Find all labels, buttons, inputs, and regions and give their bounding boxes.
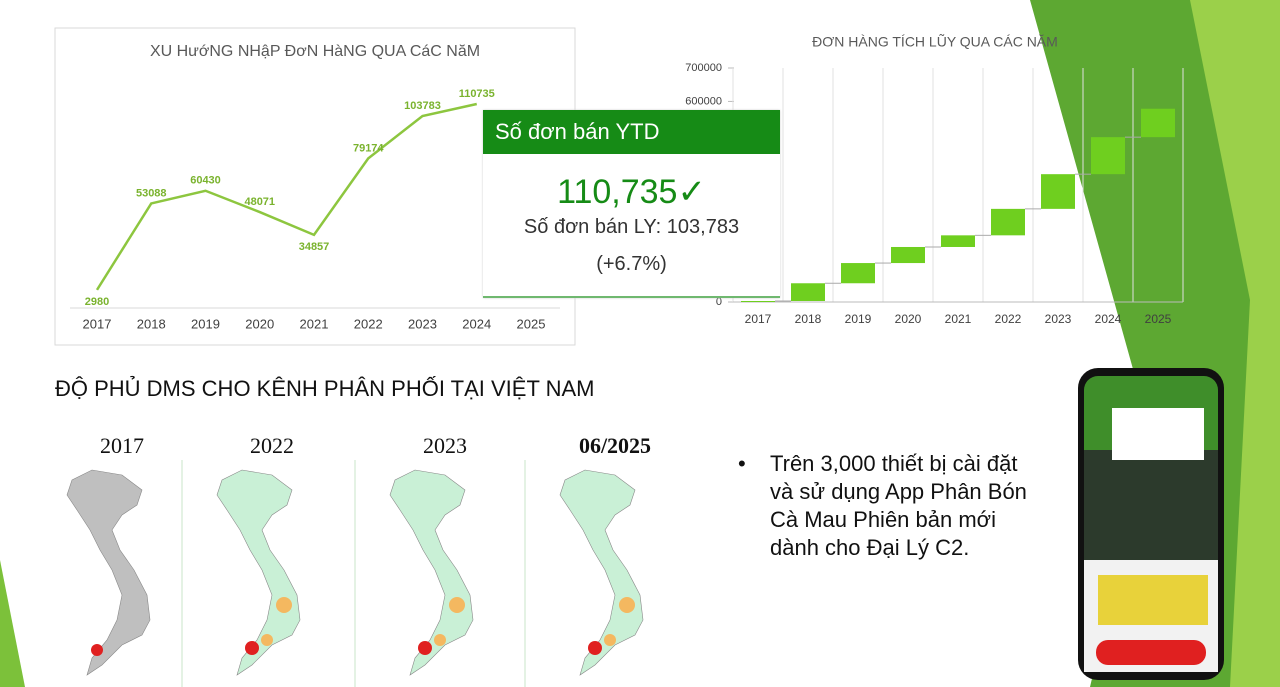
kpi-change: (+6.7%) — [596, 253, 667, 275]
bar — [891, 246, 925, 264]
data-label: 110735 — [459, 88, 495, 100]
kpi-ly: Số đơn bán LY: 103,783 — [523, 216, 740, 238]
x-tick-label: 2023 — [408, 316, 437, 331]
data-label: 2980 — [85, 296, 109, 308]
map — [389, 469, 474, 676]
map-region — [418, 641, 432, 655]
map-region — [261, 634, 273, 646]
x-tick-label: 2025 — [517, 316, 546, 331]
data-label: 103783 — [404, 100, 441, 112]
x-tick-label: 2024 — [462, 316, 491, 331]
x-tick-label: 2024 — [1095, 312, 1122, 326]
bar — [741, 301, 775, 302]
map-region — [604, 634, 616, 646]
chart-title: XU HướNG NHậP ĐơN HàNG QUA CáC NăM — [150, 43, 480, 60]
map-label: 06/2025 — [579, 433, 651, 458]
x-tick-label: 2018 — [795, 312, 822, 326]
map-region — [449, 597, 465, 613]
x-tick-label: 2021 — [300, 316, 329, 331]
section-title: ĐỘ PHỦ DMS CHO KÊNH PHÂN PHỐI TẠI VIỆT N… — [55, 376, 595, 401]
map-label: 2023 — [423, 433, 467, 458]
bar — [1041, 174, 1075, 209]
x-tick-label: 2018 — [137, 316, 166, 331]
map-region — [434, 634, 446, 646]
phone-nav — [1096, 640, 1206, 665]
data-label: 60430 — [190, 175, 221, 187]
map — [66, 469, 151, 676]
x-tick-label: 2022 — [354, 316, 383, 331]
bar — [991, 208, 1025, 236]
y-tick-label: 0 — [716, 296, 722, 308]
x-tick-label: 2017 — [745, 312, 772, 326]
line — [95, 102, 478, 291]
map-shape — [216, 469, 301, 676]
bar — [1141, 108, 1175, 138]
phone-menu — [1084, 450, 1218, 560]
decor — [1190, 0, 1280, 687]
x-tick-label: 2023 — [1045, 312, 1072, 326]
bar — [941, 235, 975, 247]
bullet-dot: • — [738, 451, 746, 476]
map-region — [588, 641, 602, 655]
map-region — [619, 597, 635, 613]
bar — [791, 283, 825, 302]
bullet-text: Trên 3,000 thiết bị cài đặt và sử dụng A… — [770, 451, 1027, 560]
map-shape — [66, 469, 151, 676]
data-label: 34857 — [299, 241, 330, 253]
map-region — [245, 641, 259, 655]
x-tick-label: 2022 — [995, 312, 1022, 326]
x-tick-label: 2020 — [895, 312, 922, 326]
data-label: 48071 — [244, 196, 275, 208]
map-shape — [559, 469, 644, 676]
map-shape — [389, 469, 474, 676]
x-tick-label: 2019 — [191, 316, 220, 331]
map — [559, 469, 644, 676]
y-tick-label: 700000 — [685, 62, 722, 74]
x-tick-label: 2020 — [245, 316, 274, 331]
x-tick-label: 2021 — [945, 312, 972, 326]
kpi-header: Số đơn bán YTD — [483, 110, 780, 154]
kpi-value: 110,735✓ — [557, 173, 706, 211]
chart-title: ĐƠN HÀNG TÍCH LŨY QUA CÁC NĂM — [812, 34, 1058, 50]
bullet: • Trên 3,000 thiết bị cài đặt và sử dụng … — [738, 450, 1038, 562]
y-tick-label: 600000 — [685, 95, 722, 107]
x-tick-label: 2019 — [845, 312, 872, 326]
kpi-card: Số đơn bán YTD 110,735✓ Số đơn bán LY: 1… — [483, 110, 780, 298]
map-label: 2022 — [250, 433, 294, 458]
map-label: 2017 — [100, 433, 144, 458]
bar — [1091, 137, 1125, 175]
data-label: 53088 — [136, 187, 167, 199]
map-region — [276, 597, 292, 613]
bar — [841, 263, 875, 284]
phone-popup — [1112, 408, 1204, 460]
map — [216, 469, 301, 676]
data-label: 79174 — [353, 142, 384, 154]
map-region — [91, 644, 103, 656]
phone-banner — [1098, 575, 1208, 625]
x-tick-label: 2025 — [1145, 312, 1172, 326]
kpi-rule — [483, 296, 780, 298]
x-tick-label: 2017 — [83, 316, 112, 331]
decor — [0, 560, 25, 687]
